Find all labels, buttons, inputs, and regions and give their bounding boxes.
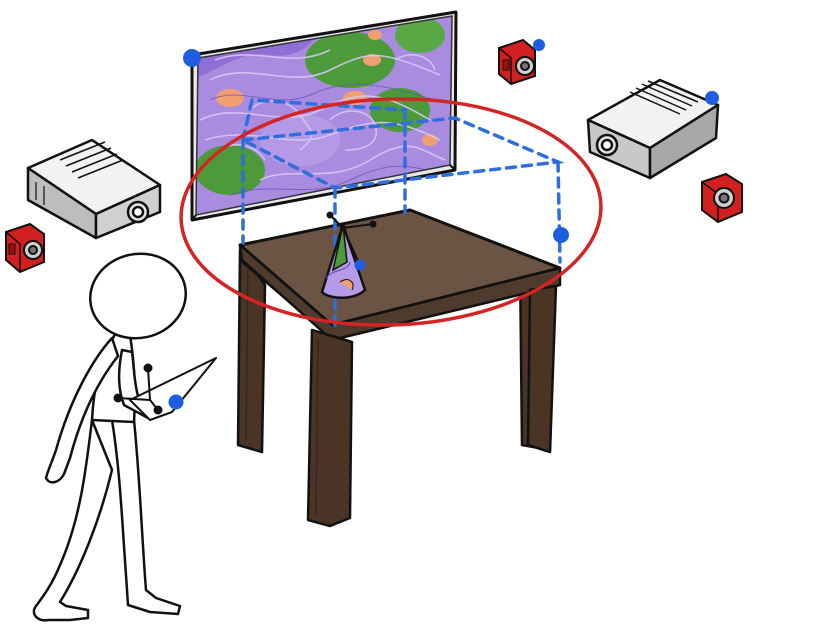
camera-right-lower xyxy=(701,172,743,224)
cone-marker-blue xyxy=(354,259,366,271)
marker-dot-projector-right xyxy=(705,91,719,105)
device-marker xyxy=(153,405,163,415)
user-head xyxy=(88,252,188,340)
camera-left xyxy=(5,222,45,274)
device-marker xyxy=(113,393,123,403)
display-screen xyxy=(190,10,458,222)
camera-top-right xyxy=(498,38,536,86)
marker-dot-table xyxy=(553,227,569,243)
device-marker xyxy=(143,363,153,373)
highlight-ellipse xyxy=(179,97,603,327)
table xyxy=(236,208,562,528)
projector-left xyxy=(26,138,162,240)
handheld-device xyxy=(113,357,217,421)
marker-dot-device xyxy=(168,394,184,410)
cone-marker xyxy=(340,225,346,231)
cone-marker xyxy=(369,220,377,228)
projector-right xyxy=(586,78,720,180)
stick-figure-user xyxy=(32,252,188,622)
tracked-cone xyxy=(320,211,377,299)
marker-dot-screen xyxy=(183,49,201,67)
marker-dot-camera xyxy=(533,39,545,51)
cone-marker xyxy=(326,211,334,219)
